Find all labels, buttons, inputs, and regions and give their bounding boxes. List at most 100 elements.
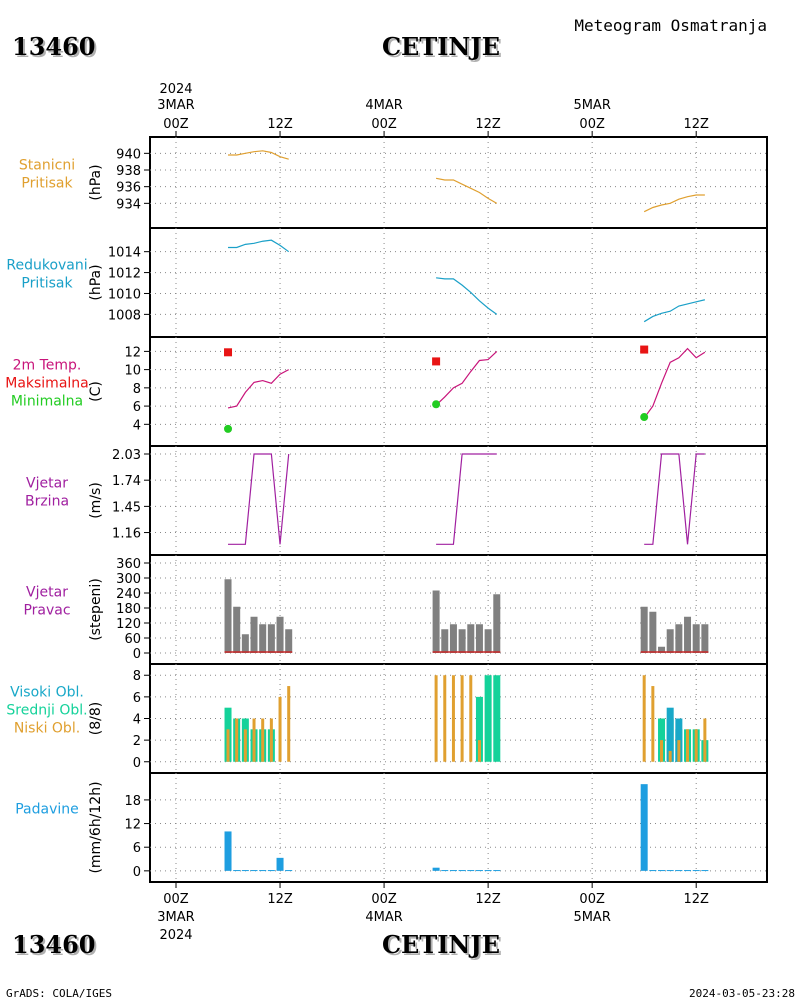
- precip-bar: [250, 870, 258, 872]
- panel-label: Pritisak: [21, 176, 73, 192]
- time-label-date: 3MAR: [157, 910, 194, 925]
- cloud-bar-low: [434, 675, 438, 762]
- cloud-bar-low: [460, 675, 464, 762]
- ytick-label: 18: [124, 794, 141, 809]
- ytick-label: 120: [116, 617, 141, 632]
- precip-bar: [484, 870, 492, 872]
- wind-dir-bar: [267, 624, 275, 653]
- footer-station-id: 13460: [12, 930, 96, 959]
- panels: 940938936934(hPa)StanicniPritisak1014101…: [5, 136, 768, 883]
- cloud-bar-low: [469, 675, 473, 762]
- ytick-label: 240: [116, 587, 141, 602]
- panel-label: Srednji Obl.: [6, 703, 87, 719]
- ytick-label: 6: [133, 691, 141, 706]
- wind-dir-bar: [684, 616, 692, 653]
- time-label-hour: 12Z: [267, 892, 293, 907]
- time-label-hour: 00Z: [163, 892, 189, 907]
- footer-station-name-shadow: CETINJE: [384, 932, 502, 961]
- panel-label: Pritisak: [21, 276, 73, 292]
- time-label-date: 3MAR: [157, 98, 194, 113]
- cloud-bar-low: [651, 686, 655, 762]
- cloud-bar-low: [443, 675, 447, 762]
- time-label-hour: 12Z: [683, 892, 709, 907]
- time-label-hour: 00Z: [579, 117, 605, 132]
- panel-reduced_pressure: 1014 1012 1010 1008 (hPa)Redukovani Pritisak: [6, 227, 768, 338]
- ytick-label: 4: [133, 418, 141, 433]
- station-name-shadow: CETINJE: [384, 34, 502, 63]
- cloud-bar-low: [278, 696, 282, 762]
- product-title: Meteogram Osmatranja: [574, 16, 767, 35]
- cloud-bar-mid: [493, 675, 501, 762]
- time-label-hour: 00Z: [579, 892, 605, 907]
- ytick-label: 938: [116, 164, 141, 179]
- time-label-year: 2024: [159, 82, 192, 97]
- time-label-hour: 00Z: [371, 892, 397, 907]
- panel-frame: [149, 336, 768, 447]
- ytick-label: 1008: [108, 308, 141, 323]
- wind-dir-bar: [432, 590, 440, 653]
- panel-label: Padavine: [15, 802, 79, 818]
- time-label-year: 2024: [159, 928, 192, 943]
- station-id-shadow: 13460: [14, 34, 98, 63]
- ytick-label: 2.03: [112, 448, 141, 463]
- panel-label: Niski Obl.: [14, 721, 80, 737]
- y-axis-label: (hPa): [88, 164, 104, 200]
- timestamp: 2024-03-05-23:28: [689, 987, 795, 1000]
- ytick-label: 1012: [108, 267, 141, 282]
- footer-station-id-shadow: 13460: [14, 932, 98, 961]
- precip-bar: [701, 870, 709, 872]
- cloud-bar-low: [642, 675, 646, 762]
- precip-bar: [458, 870, 466, 872]
- cloud-bar-low: [269, 718, 273, 762]
- wind-dir-bar: [224, 579, 232, 653]
- precip-bar: [692, 870, 700, 872]
- cloud-bar-low: [694, 729, 698, 762]
- cloud-bar-low: [252, 718, 256, 762]
- panel-wind_speed: 2.03 1.74 1.45 1.16 (m/s) Vjetar Brzina: [25, 445, 768, 556]
- precip-bar: [233, 870, 241, 872]
- panel-clouds: 8 6 4 2 0 (8/8)Visoki Obl. Srednji Obl. Niski O…: [6, 663, 768, 774]
- ytick-label: 1.16: [112, 527, 141, 542]
- time-label-date: 4MAR: [365, 98, 402, 113]
- panel-label: Vjetar: [26, 585, 68, 601]
- temperature-line: [643, 347, 706, 419]
- panel-frame: [149, 772, 768, 883]
- precip-bar: [241, 870, 249, 872]
- ytick-label: 940: [116, 147, 141, 162]
- precip-bar: [441, 870, 449, 872]
- wind-dir-bar: [458, 629, 466, 653]
- cloud-bar-low: [668, 750, 672, 762]
- ytick-label: 4: [133, 713, 141, 728]
- station-id: 13460: [12, 32, 96, 61]
- panel-precip: 18 12 6 0 (mm/6h/12h) Padavine: [15, 772, 768, 883]
- time-label-hour: 12Z: [475, 117, 501, 132]
- cloud-bar-low: [477, 740, 481, 762]
- y-axis-label: (hPa): [88, 264, 104, 300]
- wind-dir-bar: [701, 624, 709, 653]
- cloud-bar-mid: [484, 675, 492, 762]
- station_pressure-line: [228, 150, 289, 160]
- wind-dir-bar: [475, 624, 483, 653]
- wind-dir-bar: [285, 629, 293, 653]
- panel-frame: [149, 445, 768, 556]
- precip-bar: [493, 870, 501, 872]
- cloud-bar-low: [703, 718, 707, 762]
- ytick-label: 6: [133, 400, 141, 415]
- ytick-label: 60: [124, 632, 141, 647]
- precip-bar: [675, 870, 683, 872]
- cloud-bar-low: [287, 686, 291, 762]
- ytick-label: 12: [124, 818, 141, 833]
- tmin-marker: [224, 424, 233, 433]
- wind-dir-bar: [259, 624, 267, 653]
- wind-dir-bar: [493, 594, 501, 653]
- tmax-marker: [640, 345, 649, 354]
- time-label-hour: 12Z: [475, 892, 501, 907]
- ytick-label: 300: [116, 572, 141, 587]
- cloud-bar-mid: [475, 696, 483, 762]
- wind-dir-bar: [441, 629, 449, 653]
- panel-label: 2m Temp.: [13, 358, 82, 374]
- panel-label: Vjetar: [26, 476, 68, 492]
- y-axis-label: (C): [88, 381, 104, 402]
